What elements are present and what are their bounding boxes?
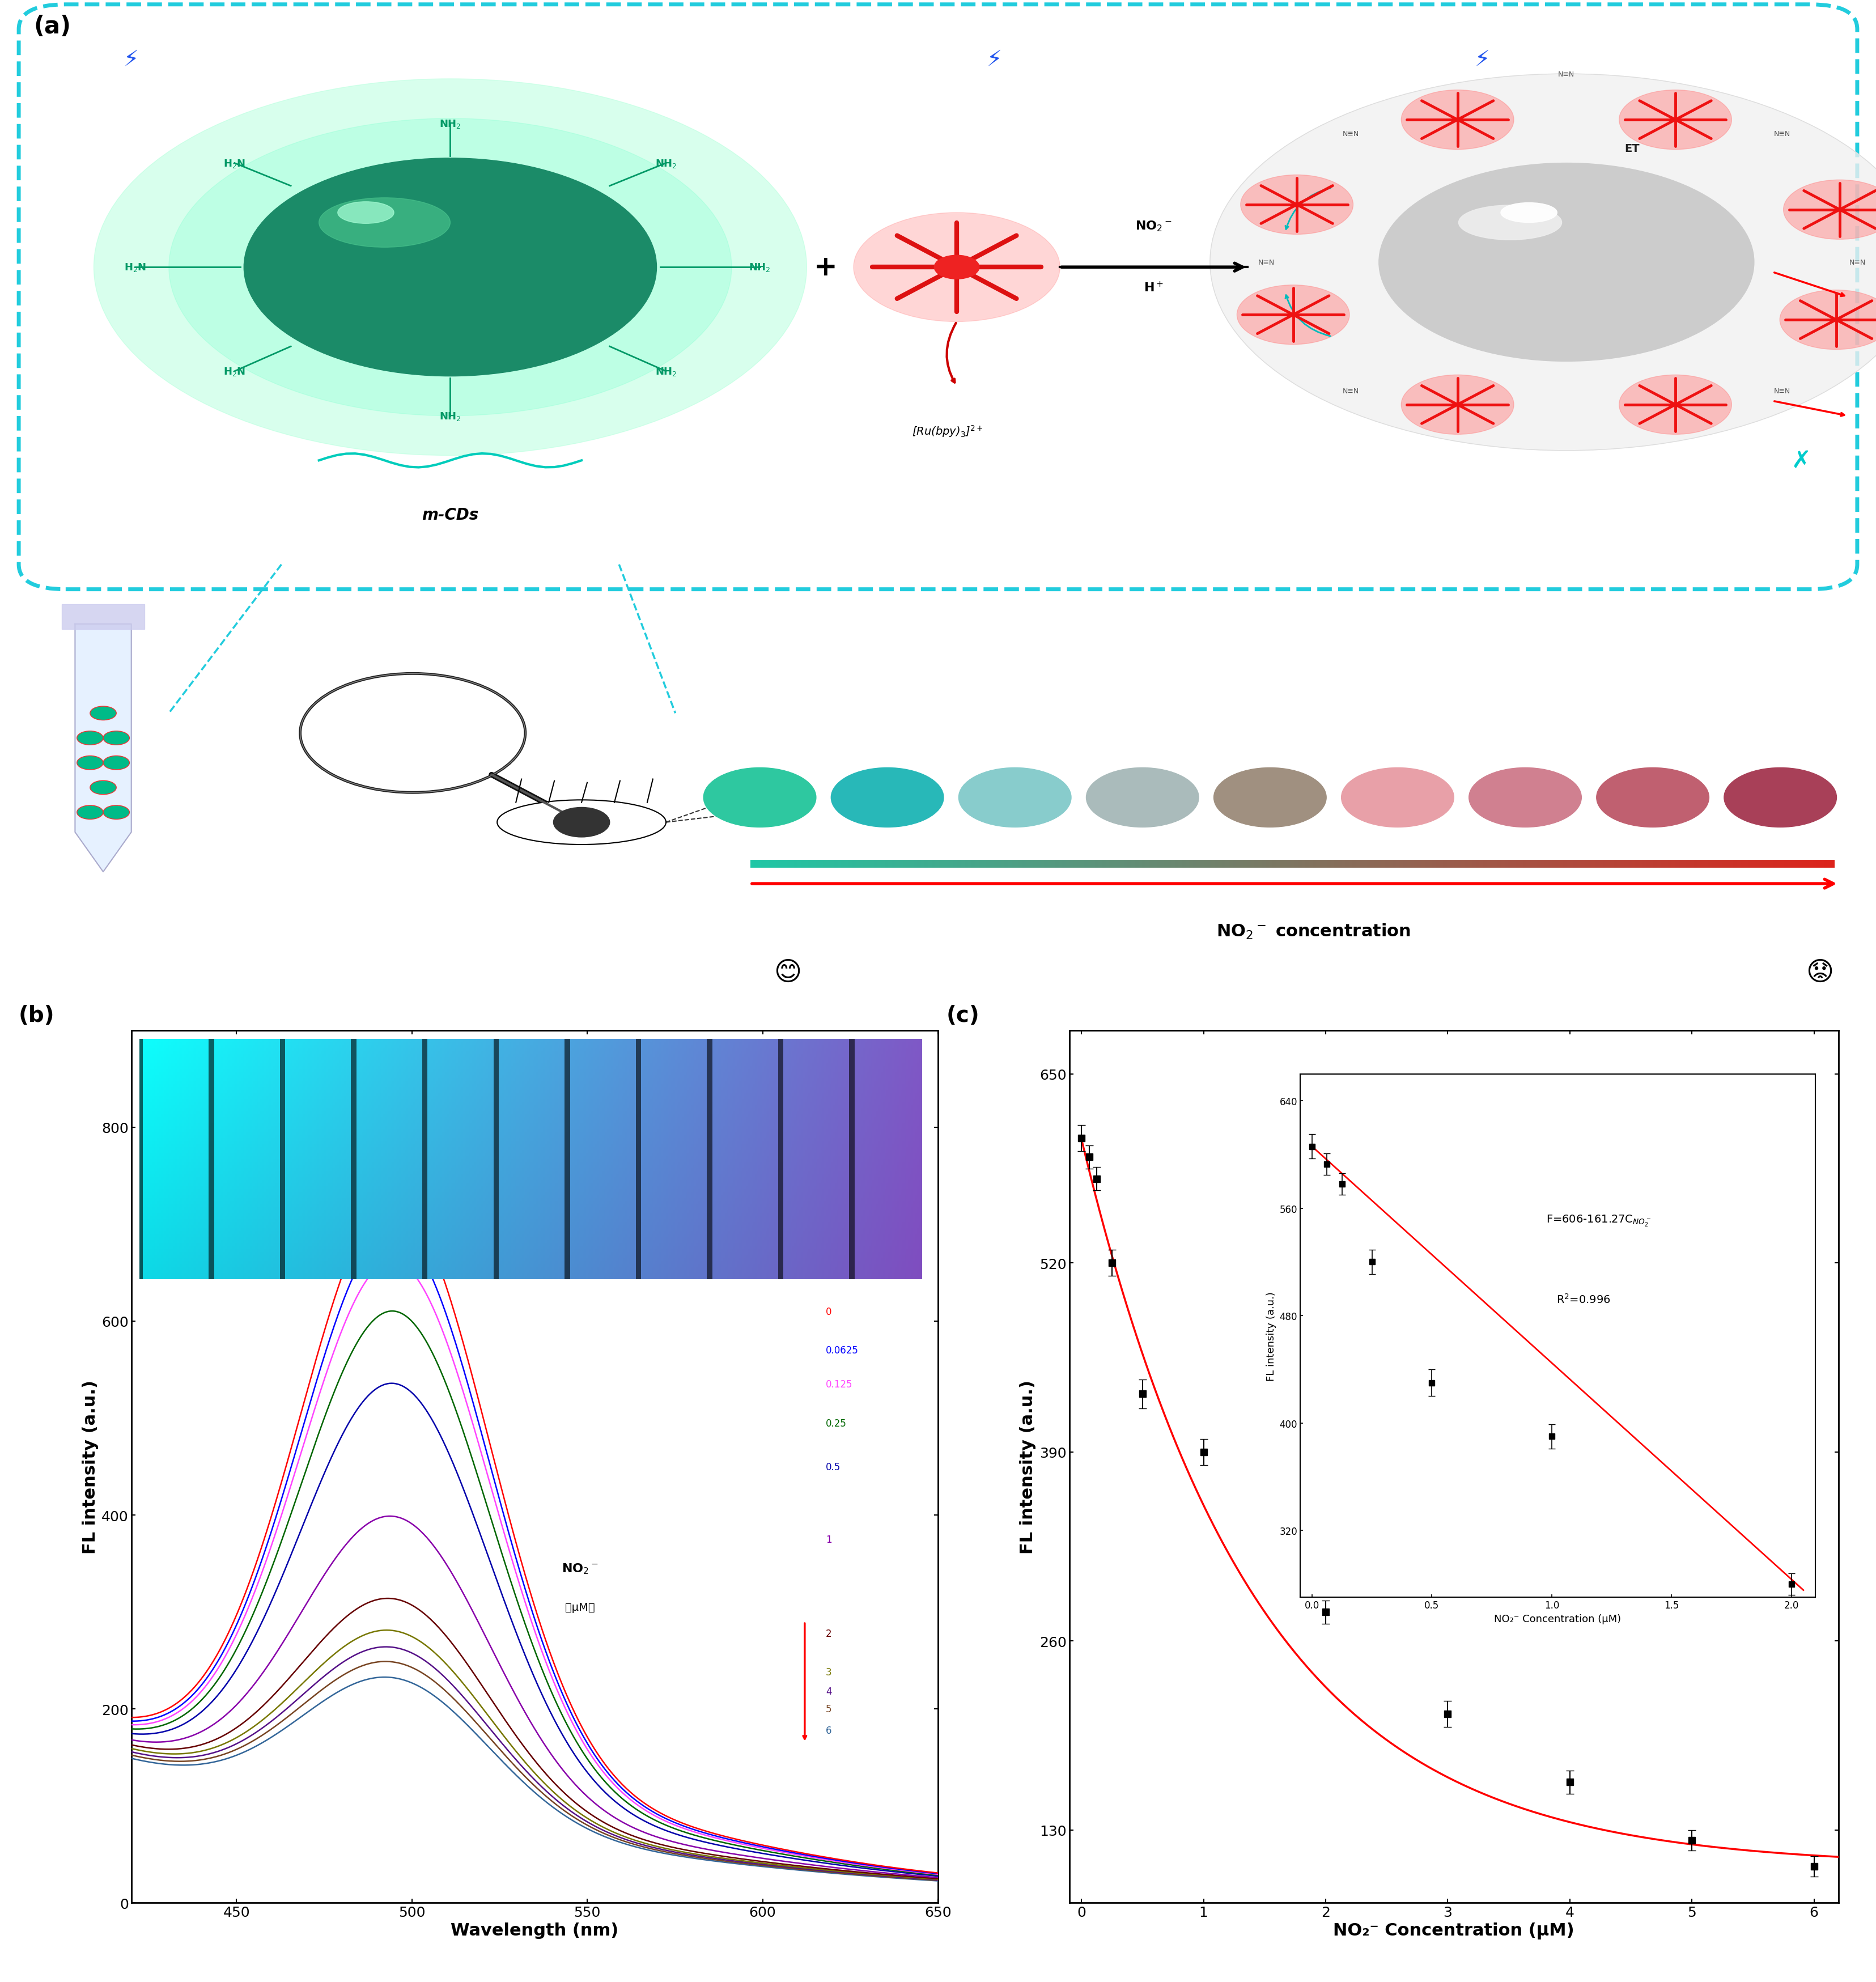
Text: (a): (a) (34, 14, 71, 40)
Circle shape (1619, 375, 1732, 434)
Text: (c): (c) (946, 1005, 979, 1027)
Text: 2: 2 (825, 1629, 831, 1639)
Text: m-CDs: m-CDs (422, 507, 478, 523)
Polygon shape (75, 624, 131, 872)
Text: （μM）: （μM） (565, 1601, 595, 1613)
Text: [Ru(bpy)$_3$]$^{2+}$: [Ru(bpy)$_3$]$^{2+}$ (912, 424, 983, 438)
Text: N≡N: N≡N (1775, 131, 1790, 137)
Text: 😟: 😟 (1807, 961, 1833, 987)
Circle shape (1724, 767, 1837, 828)
Text: N≡N: N≡N (1559, 71, 1574, 77)
X-axis label: NO₂⁻ Concentration (μM): NO₂⁻ Concentration (μM) (1334, 1923, 1574, 1938)
Text: NH$_2$: NH$_2$ (749, 262, 771, 274)
Text: 0.125: 0.125 (825, 1379, 854, 1389)
Text: 5: 5 (825, 1705, 831, 1714)
Text: NO$_2$$^-$: NO$_2$$^-$ (1135, 220, 1172, 232)
Circle shape (169, 119, 732, 416)
Y-axis label: FL intensity (a.u.): FL intensity (a.u.) (1021, 1379, 1036, 1554)
Ellipse shape (1501, 204, 1557, 224)
Circle shape (831, 767, 944, 828)
Text: 0.5: 0.5 (825, 1461, 840, 1473)
Circle shape (1784, 180, 1876, 240)
Text: 6: 6 (825, 1724, 831, 1736)
Text: N≡N: N≡N (1343, 131, 1358, 137)
X-axis label: Wavelength (nm): Wavelength (nm) (450, 1923, 619, 1938)
Text: H$_2$N: H$_2$N (223, 367, 246, 377)
Circle shape (1401, 91, 1514, 151)
Text: NO$_2$$^-$ concentration: NO$_2$$^-$ concentration (1216, 922, 1411, 941)
Polygon shape (62, 605, 144, 628)
Ellipse shape (1458, 206, 1561, 240)
Text: 😊: 😊 (775, 961, 801, 987)
Circle shape (1469, 767, 1581, 828)
Text: ⚡: ⚡ (987, 50, 1002, 69)
Text: ⚡: ⚡ (124, 50, 139, 69)
Circle shape (854, 212, 1060, 323)
Circle shape (90, 706, 116, 719)
Text: NH$_2$: NH$_2$ (655, 159, 677, 168)
Circle shape (1780, 291, 1876, 351)
Circle shape (1214, 767, 1326, 828)
Ellipse shape (319, 198, 450, 248)
Text: (b): (b) (19, 1005, 54, 1027)
Text: NH$_2$: NH$_2$ (655, 367, 677, 377)
Circle shape (1341, 767, 1454, 828)
Circle shape (244, 159, 657, 377)
Text: 3: 3 (825, 1667, 831, 1677)
Ellipse shape (497, 801, 666, 844)
Circle shape (90, 781, 116, 795)
Circle shape (1086, 767, 1199, 828)
Text: H$_2$N: H$_2$N (124, 262, 146, 274)
Circle shape (1379, 165, 1754, 361)
Circle shape (1619, 91, 1732, 151)
Circle shape (1401, 375, 1514, 434)
Circle shape (1210, 73, 1876, 452)
Text: 0: 0 (825, 1306, 831, 1316)
Circle shape (77, 731, 103, 745)
Text: 1: 1 (825, 1534, 831, 1544)
Text: NO$_2$$^-$: NO$_2$$^-$ (563, 1562, 598, 1576)
Text: NH$_2$: NH$_2$ (439, 119, 461, 129)
Text: ⚡: ⚡ (1475, 50, 1490, 69)
Text: N≡N: N≡N (1850, 260, 1865, 266)
Text: N≡N: N≡N (1259, 260, 1274, 266)
Text: H$^+$: H$^+$ (1144, 281, 1163, 293)
Circle shape (103, 757, 129, 769)
Ellipse shape (356, 708, 394, 719)
Text: 0.25: 0.25 (825, 1417, 846, 1429)
Text: ET: ET (1625, 143, 1640, 155)
Text: ✗: ✗ (1792, 448, 1810, 474)
Circle shape (77, 805, 103, 821)
FancyBboxPatch shape (19, 6, 1857, 591)
Text: NH$_2$: NH$_2$ (439, 410, 461, 422)
Circle shape (704, 767, 816, 828)
Circle shape (553, 809, 610, 836)
Text: H$_2$N: H$_2$N (223, 159, 246, 168)
Text: N≡N: N≡N (1775, 388, 1790, 394)
Circle shape (77, 757, 103, 769)
Text: 0.0625: 0.0625 (825, 1346, 859, 1356)
Circle shape (300, 674, 525, 793)
Circle shape (1596, 767, 1709, 828)
Circle shape (934, 256, 979, 279)
Y-axis label: FL intensity (a.u.): FL intensity (a.u.) (83, 1379, 98, 1554)
Circle shape (1236, 285, 1349, 345)
Circle shape (103, 731, 129, 745)
Circle shape (94, 79, 807, 456)
Text: N≡N: N≡N (1343, 388, 1358, 394)
Circle shape (1240, 174, 1353, 234)
Text: 4: 4 (825, 1687, 831, 1697)
Text: +: + (814, 254, 837, 281)
Circle shape (959, 767, 1071, 828)
Circle shape (103, 805, 129, 821)
Ellipse shape (338, 202, 394, 224)
